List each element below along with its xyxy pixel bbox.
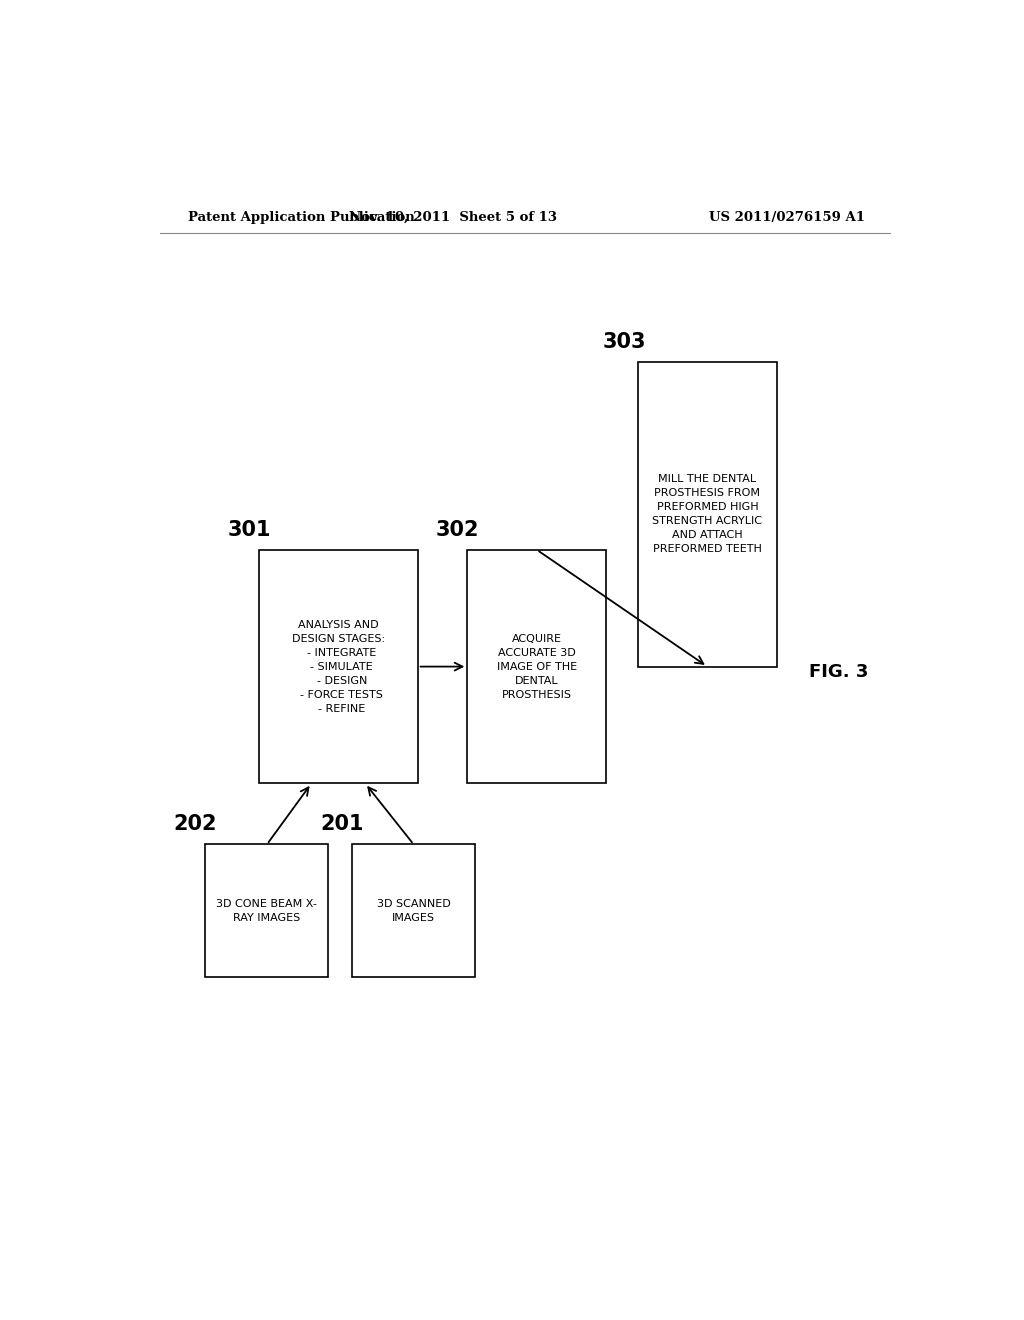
Bar (467, 549, 606, 784)
Text: US 2011/0276159 A1: US 2011/0276159 A1 (709, 211, 864, 224)
Text: 301: 301 (227, 520, 270, 540)
Text: MILL THE DENTAL
PROSTHESIS FROM
PREFORMED HIGH
STRENGTH ACRYLIC
AND ATTACH
PREFO: MILL THE DENTAL PROSTHESIS FROM PREFORME… (652, 474, 762, 554)
Bar (206, 845, 329, 977)
Text: 302: 302 (435, 520, 479, 540)
Bar (352, 845, 475, 977)
Bar (638, 362, 777, 667)
Text: 303: 303 (602, 331, 646, 351)
Text: ACQUIRE
ACCURATE 3D
IMAGE OF THE
DENTAL
PROSTHESIS: ACQUIRE ACCURATE 3D IMAGE OF THE DENTAL … (497, 634, 577, 700)
Text: 3D SCANNED
IMAGES: 3D SCANNED IMAGES (377, 899, 451, 923)
Text: 202: 202 (174, 814, 217, 834)
Text: Patent Application Publication: Patent Application Publication (187, 211, 415, 224)
Text: FIG. 3: FIG. 3 (809, 663, 868, 681)
Text: 3D CONE BEAM X-
RAY IMAGES: 3D CONE BEAM X- RAY IMAGES (216, 899, 317, 923)
Text: Nov. 10, 2011  Sheet 5 of 13: Nov. 10, 2011 Sheet 5 of 13 (349, 211, 557, 224)
Bar (259, 549, 418, 784)
Text: ANALYSIS AND
DESIGN STAGES:
  - INTEGRATE
  - SIMULATE
  - DESIGN
  - FORCE TEST: ANALYSIS AND DESIGN STAGES: - INTEGRATE … (292, 619, 385, 714)
Text: 201: 201 (321, 814, 364, 834)
